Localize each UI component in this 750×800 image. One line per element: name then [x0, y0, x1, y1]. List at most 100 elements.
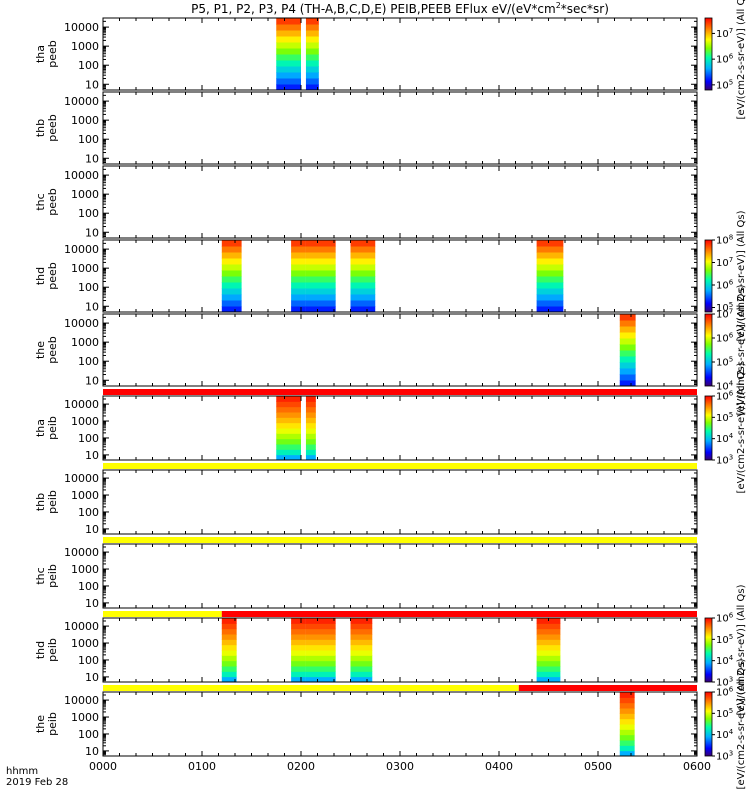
spectrogram-block: [619, 692, 635, 757]
energy-band: [619, 750, 635, 757]
y-tick-label: 100: [78, 728, 99, 741]
y-tick-label: 1000: [71, 637, 99, 650]
colorbar-gradient: [704, 17, 713, 91]
energy-band: [276, 18, 301, 25]
energy-band: [619, 713, 635, 720]
energy-band: [305, 454, 316, 461]
panel-tha-peib: 10 100 1000 10000 thapeib: [34, 389, 698, 462]
energy-band: [619, 708, 635, 714]
energy-band: [305, 428, 316, 434]
energy-band: [305, 433, 316, 440]
energy-band: [276, 54, 301, 61]
energy-band: [619, 374, 636, 381]
x-tick-label: 0500: [584, 760, 612, 773]
panel-the-peib: 10 100 1000 10000 thepeib: [34, 685, 698, 758]
energy-band: [221, 264, 242, 271]
energy-band: [291, 639, 306, 646]
energy-band: [276, 42, 301, 49]
energy-band: [305, 666, 336, 672]
energy-band: [305, 444, 316, 450]
energy-band: [291, 246, 306, 253]
energy-band: [305, 412, 316, 418]
energy-band: [619, 356, 636, 363]
energy-band: [221, 639, 237, 646]
energy-band: [536, 300, 564, 307]
y-tick-label: 10: [85, 523, 99, 536]
energy-band: [276, 438, 301, 445]
energy-band: [305, 36, 319, 43]
panel-thd-peib: 10 100 1000 10000 thdpeib: [34, 611, 698, 684]
energy-band: [350, 676, 373, 683]
energy-band: [619, 350, 636, 357]
energy-band: [305, 634, 336, 640]
y-tick-label: 10000: [64, 620, 99, 633]
spectrogram-block: [350, 240, 376, 313]
colorbar-tick-label: 104: [716, 432, 734, 445]
y-tick-label: 1000: [71, 489, 99, 502]
energy-band: [221, 270, 242, 277]
energy-band: [305, 18, 319, 25]
energy-band: [350, 246, 376, 253]
panel-label: thapeib: [34, 416, 59, 440]
y-tick-label: 10000: [64, 95, 99, 108]
panel-label: thepeib: [34, 712, 59, 736]
energy-band: [221, 258, 242, 265]
energy-band: [221, 288, 242, 295]
panel-label: thbpeib: [34, 490, 59, 514]
panels-layer: 10 100 1000 10000 thapeeb 10 100 1000 10000 thbpe…: [34, 17, 698, 758]
energy-band: [536, 270, 564, 277]
energy-band: [305, 60, 319, 67]
energy-band: [619, 740, 635, 746]
panel-frame: [102, 691, 698, 757]
energy-band: [619, 692, 635, 698]
energy-band: [276, 72, 301, 79]
energy-band: [276, 417, 301, 424]
quality-flag-bar: [103, 463, 697, 469]
energy-band: [291, 644, 306, 651]
energy-band: [305, 406, 316, 413]
footer-time-label: hhmm: [6, 766, 38, 777]
energy-band: [619, 362, 636, 369]
energy-band: [221, 655, 237, 662]
panel-tha-peeb: 10 100 1000 10000 thapeeb: [34, 17, 698, 91]
energy-band: [276, 48, 301, 55]
spectrogram-block: [536, 618, 561, 683]
energy-band: [291, 300, 306, 307]
energy-band: [350, 650, 373, 656]
energy-band: [350, 644, 373, 651]
energy-band: [350, 294, 376, 301]
energy-band: [305, 650, 336, 656]
energy-band: [221, 282, 242, 289]
energy-band: [619, 326, 636, 333]
energy-band: [276, 396, 301, 402]
colorbar-tick-label: 106: [716, 390, 734, 403]
energy-band: [536, 294, 564, 301]
quality-flag-bar: [103, 611, 222, 617]
colorbar-title: [eV/(cm2-s-sr-eV)] (All Qs): [736, 0, 747, 119]
energy-band: [536, 246, 564, 253]
colorbar-gradient: [704, 691, 713, 757]
energy-band: [536, 623, 561, 630]
energy-band: [619, 734, 635, 741]
colorbar-tick-label: 105: [716, 78, 733, 91]
colorbar-tick-label: 104: [716, 654, 734, 667]
energy-band: [276, 60, 301, 67]
panel-label: thdpeib: [34, 638, 59, 662]
panel-frame: [102, 617, 698, 683]
y-tick-label: 1000: [71, 336, 99, 349]
energy-band: [536, 671, 561, 678]
colorbar-thd-peeb: 108 107 106 105 [eV/(cm2-s-sr-eV)] (All Qs): [704, 210, 747, 341]
energy-band: [619, 724, 635, 730]
energy-band: [276, 84, 301, 91]
y-tick-label: 10: [85, 671, 99, 684]
energy-band: [221, 623, 237, 630]
colorbar-gradient: [704, 239, 713, 313]
y-tick-label: 100: [78, 654, 99, 667]
y-tick-label: 10: [85, 78, 99, 91]
y-tick-label: 100: [78, 207, 99, 220]
panel-frame: [102, 313, 698, 387]
energy-band: [536, 639, 561, 646]
spectrogram-block: [305, 18, 319, 91]
colorbar-tick-label: 106: [716, 332, 734, 345]
energy-band: [536, 288, 564, 295]
